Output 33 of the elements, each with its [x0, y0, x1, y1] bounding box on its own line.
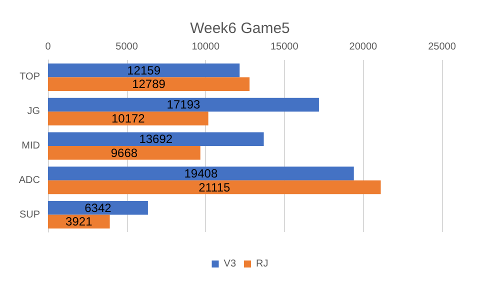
data-label: 19408: [184, 166, 218, 181]
data-label: 21115: [198, 180, 231, 194]
data-label: 9668: [110, 146, 138, 160]
y-tick-label: MID: [22, 140, 40, 152]
legend-label: V3: [224, 258, 236, 270]
data-label: 12159: [127, 63, 161, 78]
y-tick-label: SUP: [19, 209, 40, 220]
x-tick-label: 20000: [349, 42, 378, 52]
y-tick-label: ADC: [18, 174, 40, 186]
bar: [48, 98, 319, 112]
data-label: 10172: [111, 111, 146, 126]
data-label: 17193: [166, 98, 200, 112]
bar: [48, 180, 381, 194]
x-tick-label: 15000: [270, 42, 299, 52]
x-tick-label: 5000: [116, 42, 138, 52]
bar: [48, 201, 148, 215]
data-label: 3921: [66, 214, 93, 229]
bar: [48, 166, 354, 180]
y-tick-label: JG: [27, 106, 40, 118]
x-tick-label: 10000: [192, 42, 220, 52]
x-tick-label: 0: [45, 42, 52, 52]
data-label: 12789: [132, 77, 166, 92]
chart-title: Week6 Game5: [190, 20, 290, 37]
legend-label: RJ: [256, 258, 268, 270]
bar: [48, 132, 264, 146]
bar: [48, 63, 240, 78]
data-label: 6342: [84, 200, 112, 215]
x-tick-label: 25000: [428, 42, 456, 52]
y-tick-label: TOP: [20, 72, 40, 83]
data-label: 13692: [139, 132, 173, 146]
bar: [48, 146, 200, 160]
bar: [48, 77, 250, 91]
bar: [48, 112, 208, 126]
